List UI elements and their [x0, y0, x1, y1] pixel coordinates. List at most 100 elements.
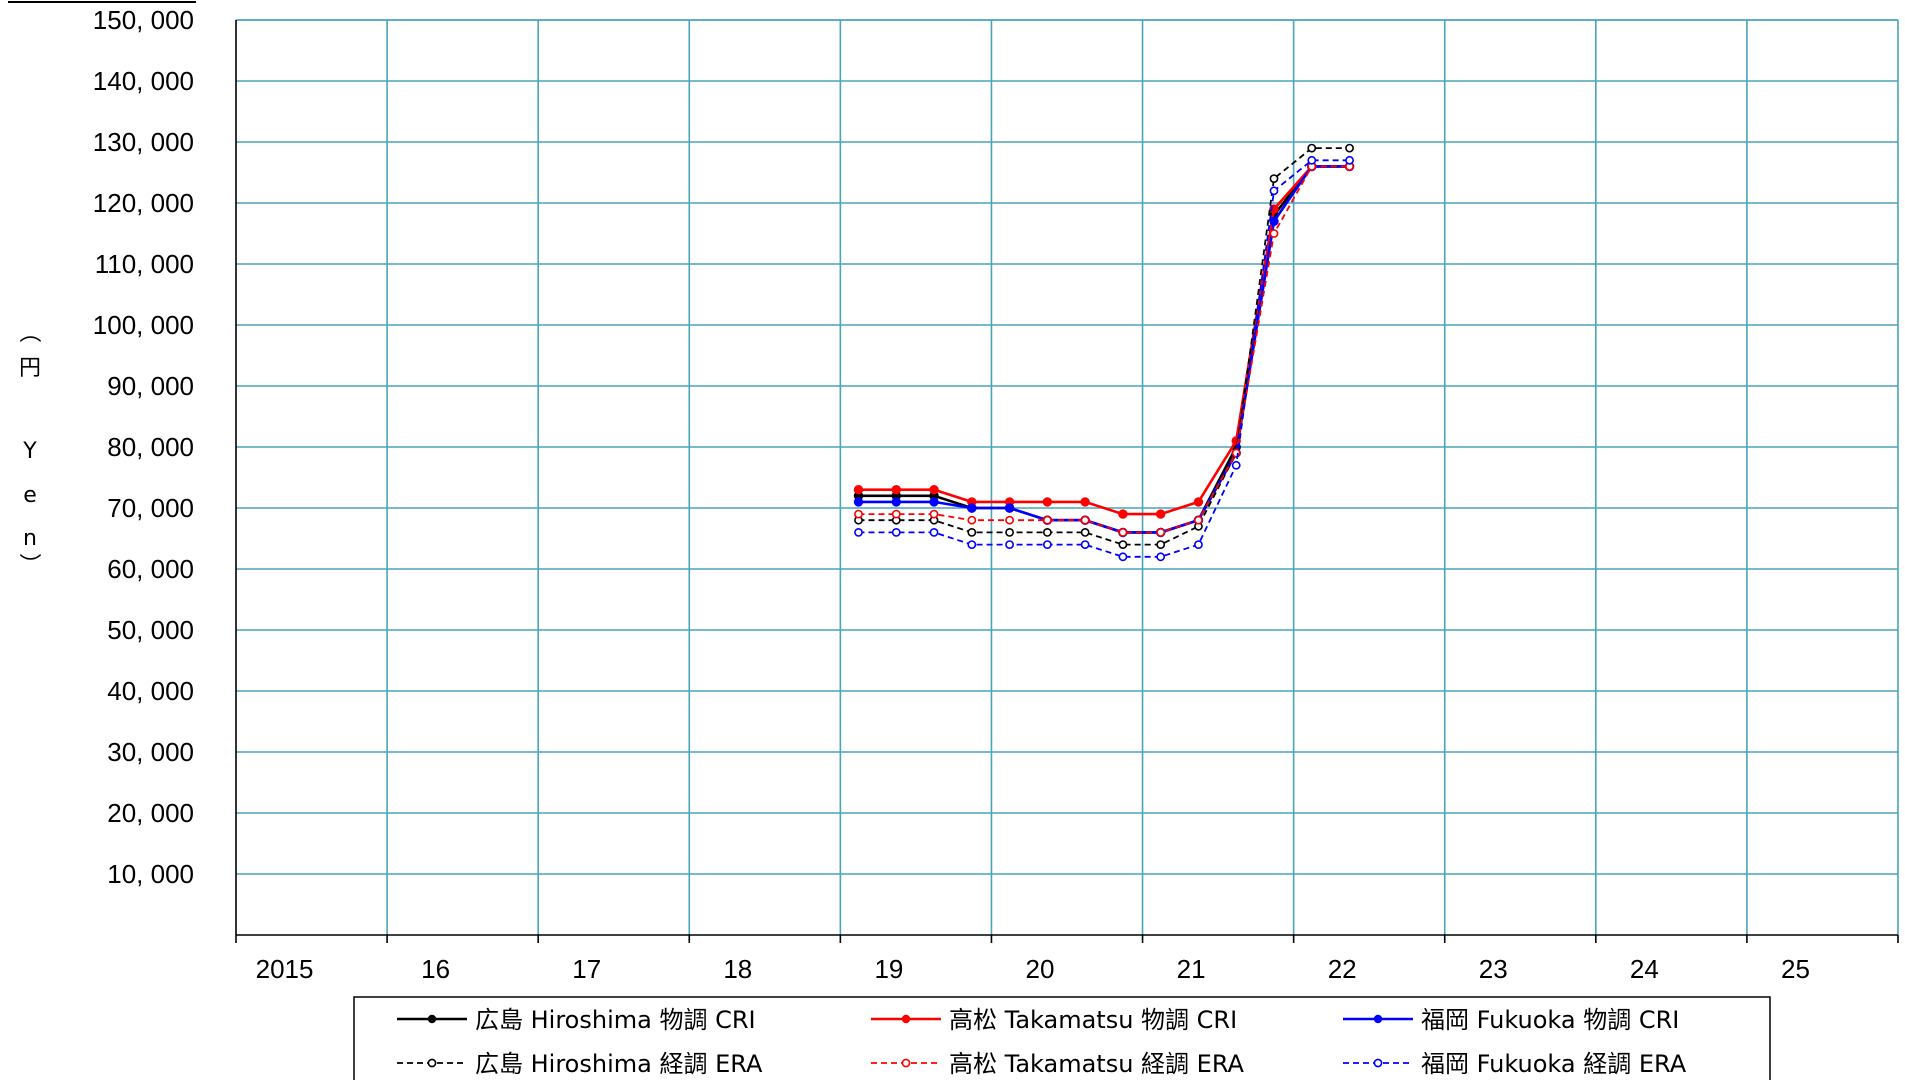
series-line [858, 159, 1350, 558]
x-tick-label: 21 [1177, 954, 1206, 984]
data-point [891, 497, 901, 507]
data-point [1194, 515, 1203, 525]
y-tick-label: 150, 000 [93, 5, 194, 35]
grid [236, 19, 1898, 935]
y-tick-label: 80, 000 [107, 432, 194, 462]
y-tick-label: 10, 000 [107, 859, 194, 889]
data-point [1307, 155, 1317, 165]
data-point [1345, 143, 1354, 153]
y-axis-label-char: e [23, 483, 37, 508]
data-point [1345, 155, 1354, 165]
legend-swatch-marker [901, 1058, 911, 1068]
data-point [929, 528, 939, 537]
series-line [858, 165, 1350, 534]
x-tick-label: 23 [1479, 954, 1508, 984]
x-tick-label: 22 [1328, 954, 1357, 984]
legend-label: 福岡 Fukuoka 経調 ERA [1421, 1050, 1687, 1078]
y-tick-label: 120, 000 [93, 188, 194, 218]
data-point [853, 497, 864, 507]
data-point [1118, 540, 1128, 549]
data-point [1156, 540, 1166, 549]
x-tick-label: 16 [421, 954, 450, 984]
series-line [858, 165, 1350, 534]
data-point [1080, 528, 1090, 537]
data-point [854, 528, 863, 537]
data-point [1118, 552, 1128, 562]
data-point [1118, 509, 1128, 519]
data-point [967, 515, 977, 525]
y-axis-label-char: 円 [19, 356, 41, 381]
data-point [1269, 186, 1279, 196]
series-3 [853, 161, 1355, 538]
data-point [1155, 509, 1166, 519]
y-axis-label: （ 円 Yen） [16, 321, 41, 575]
x-tick-label: 2015 [256, 954, 314, 984]
y-axis-ticks: 10, 000 20, 000 30, 000 40, 000 50, 000 60, 0… [93, 5, 194, 889]
data-point [1307, 143, 1317, 153]
data-point [1156, 552, 1166, 562]
legend-box [353, 996, 1771, 1080]
y-tick-label: 70, 000 [107, 493, 194, 523]
axes [235, 19, 1899, 943]
series-layer [853, 143, 1355, 562]
data-point [1005, 515, 1014, 525]
y-tick-label: 110, 000 [95, 249, 194, 279]
data-point [1042, 528, 1052, 537]
legend-label: 広島 Hiroshima 経調 ERA [475, 1050, 763, 1078]
data-point [967, 503, 977, 513]
x-tick-label: 17 [572, 954, 601, 984]
data-point [1194, 540, 1203, 549]
x-tick-label: 18 [723, 954, 752, 984]
y-axis-label-char: （ [16, 321, 41, 343]
legend: 広島 Hiroshima 物調 CRI 高松 Takamatsu 物調 CRI 福岡… [353, 996, 1771, 1080]
data-point [1269, 229, 1279, 238]
y-tick-label: 60, 000 [107, 554, 194, 584]
data-point [1156, 528, 1166, 537]
data-point [1042, 540, 1052, 549]
y-tick-label: 20, 000 [107, 798, 194, 828]
legend-label: 高松 Takamatsu 物調 CRI [949, 1006, 1237, 1034]
data-point [1118, 528, 1128, 537]
series-5 [854, 161, 1354, 537]
series-line [858, 165, 1350, 516]
legend-label: 福岡 Fukuoka 物調 CRI [1421, 1006, 1679, 1034]
data-point [891, 528, 901, 537]
legend-label: 高松 Takamatsu 経調 ERA [949, 1050, 1245, 1078]
y-tick-label: 90, 000 [107, 371, 194, 401]
data-point [1005, 540, 1014, 549]
data-point [929, 509, 939, 519]
data-point [1269, 216, 1279, 227]
y-tick-label: 100, 000 [93, 310, 194, 340]
data-point [1193, 497, 1204, 507]
data-point [1080, 497, 1090, 507]
legend-swatch-marker [1373, 1058, 1383, 1068]
series-1 [853, 161, 1355, 538]
data-point [967, 540, 977, 549]
series-6 [854, 155, 1354, 562]
data-point [1080, 540, 1090, 549]
x-tick-label: 20 [1026, 954, 1055, 984]
data-point [1005, 528, 1014, 537]
legend-swatch-marker [427, 1014, 437, 1024]
y-axis-label-char: ） [16, 553, 41, 575]
x-tick-label: 25 [1781, 954, 1810, 984]
x-tick-label: 24 [1630, 954, 1659, 984]
series-line [858, 147, 1350, 546]
x-axis-ticks: 2015 16 17 18 19 20 21 22 23 24 25 [256, 954, 1810, 984]
data-point [1080, 515, 1090, 525]
x-tick-label: 19 [874, 954, 903, 984]
data-point [1042, 497, 1053, 507]
y-tick-label: 30, 000 [107, 737, 194, 767]
y-tick-label: 140, 000 [93, 66, 194, 96]
y-tick-label: 50, 000 [107, 615, 194, 645]
data-point [1042, 515, 1052, 525]
data-point [891, 509, 901, 519]
data-point [929, 485, 939, 495]
y-tick-label: 130, 000 [93, 127, 194, 157]
legend-swatch-marker [427, 1058, 437, 1068]
data-point [891, 485, 901, 495]
data-point [1004, 503, 1015, 513]
legend-swatch-marker [1373, 1014, 1383, 1024]
y-tick-label: 40, 000 [107, 676, 194, 706]
